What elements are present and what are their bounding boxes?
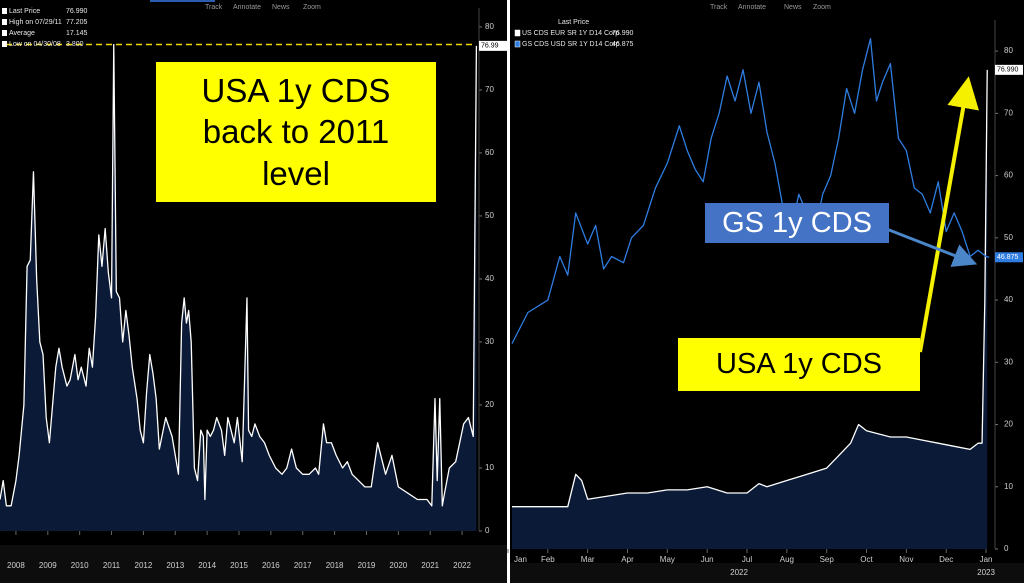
annotation: USA 1y CDS back to 2011 level (156, 62, 436, 202)
x-tick-label: 2011 (103, 561, 121, 570)
y-tick-label: 40 (485, 274, 494, 283)
x-tick-label: Jan (514, 555, 527, 564)
x-tick-label: 2009 (39, 561, 57, 570)
y-tick-label: 60 (1004, 171, 1013, 180)
price-tag-label: 46.875 (997, 254, 1019, 261)
x-tick-label: Oct (860, 555, 873, 564)
legend-value: 3.800 (66, 41, 84, 48)
legend-title: Last Price (558, 19, 589, 26)
legend-name: US CDS EUR SR 1Y D14 Corp (522, 30, 619, 37)
legend-name: Low on 04/30/08 (9, 41, 61, 48)
toolbar-bar (150, 0, 215, 2)
line (511, 69, 988, 508)
x-tick-label: Apr (621, 555, 634, 564)
price-tag (995, 64, 1023, 75)
y-tick-label: 30 (485, 337, 494, 346)
x-tick-label: 2019 (358, 561, 376, 570)
legend-name: High on 07/29/11 (9, 19, 62, 26)
x-tick-label: 2013 (166, 561, 184, 570)
x-year-label: 2022 (730, 568, 748, 577)
x-tick-label: 2012 (135, 561, 153, 570)
x-tick-label: Sep (820, 555, 835, 564)
legend-name: Average (9, 30, 35, 37)
legend-swatch (514, 40, 521, 48)
annotation: GS 1y CDS (705, 203, 889, 243)
y-tick-label: 20 (485, 400, 494, 409)
y-tick-label: 70 (1004, 108, 1013, 117)
y-tick-label: 80 (1004, 46, 1013, 55)
toolbar-item: Zoom (303, 4, 321, 11)
x-tick-label: Nov (899, 555, 913, 564)
x-tick-label: Feb (541, 555, 555, 564)
toolbar-item: News (272, 4, 290, 11)
toolbar-item: News (784, 4, 802, 11)
price-tag (995, 252, 1023, 263)
legend-swatch (2, 30, 7, 36)
legend-value: 76.990 (612, 30, 634, 37)
toolbar-item: Annotate (233, 4, 261, 11)
x-tick-label: 2008 (7, 561, 25, 570)
y-tick-label: 10 (485, 463, 494, 472)
x-tick-label: Jul (742, 555, 752, 564)
y-tick-label: 10 (1004, 482, 1013, 491)
x-tick-label: 2015 (230, 561, 248, 570)
x-year-label: 2023 (977, 568, 995, 577)
legend-value: 46.875 (612, 41, 634, 48)
y-tick-label: 80 (485, 22, 494, 31)
x-tick-label: 2020 (389, 561, 407, 570)
legend-name: Last Price (9, 8, 40, 15)
y-tick-label: 40 (1004, 295, 1013, 304)
toolbar-item: Annotate (738, 4, 766, 11)
toolbar-item: Track (205, 4, 223, 11)
axis-strip (510, 563, 1024, 583)
y-tick-label: 50 (485, 211, 494, 220)
y-tick-label: 0 (485, 526, 490, 535)
x-tick-label: 2016 (262, 561, 280, 570)
y-tick-label: 30 (1004, 357, 1013, 366)
area (0, 44, 477, 532)
legend-value: 17.145 (66, 30, 88, 37)
y-tick-label: 60 (485, 148, 494, 157)
x-tick-label: 2018 (326, 561, 344, 570)
price-tag (479, 40, 507, 51)
toolbar-item: Track (710, 4, 728, 11)
axis-strip (0, 545, 507, 583)
x-tick-label: May (660, 555, 675, 564)
legend-name: GS CDS USD SR 1Y D14 Corp (522, 41, 620, 48)
x-tick-label: 2022 (453, 561, 471, 570)
x-tick-label: 2014 (198, 561, 216, 570)
x-tick-label: 2021 (421, 561, 439, 570)
x-tick-label: Jun (701, 555, 714, 564)
legend-swatch (2, 19, 7, 25)
toolbar-item: Zoom (813, 4, 831, 11)
annotation: USA 1y CDS (678, 338, 920, 391)
price-tag-label: 76.990 (997, 67, 1019, 74)
line (0, 43, 478, 507)
x-tick-label: 2017 (294, 561, 312, 570)
x-tick-label: Aug (780, 555, 794, 564)
legend-swatch (514, 29, 521, 37)
legend-value: 77.205 (66, 19, 88, 26)
x-tick-label: Jan (980, 555, 993, 564)
legend-swatch (2, 41, 7, 47)
x-tick-label: Dec (939, 555, 953, 564)
legend-swatch (2, 8, 7, 14)
y-tick-label: 50 (1004, 233, 1013, 242)
area (511, 69, 988, 549)
x-tick-label: Mar (581, 555, 595, 564)
legend-value: 76.990 (66, 8, 88, 15)
y-tick-label: 20 (1004, 420, 1013, 429)
y-tick-label: 0 (1004, 544, 1009, 553)
price-tag-label: 76.99 (481, 43, 499, 50)
x-tick-label: 2010 (71, 561, 89, 570)
y-tick-label: 70 (485, 85, 494, 94)
